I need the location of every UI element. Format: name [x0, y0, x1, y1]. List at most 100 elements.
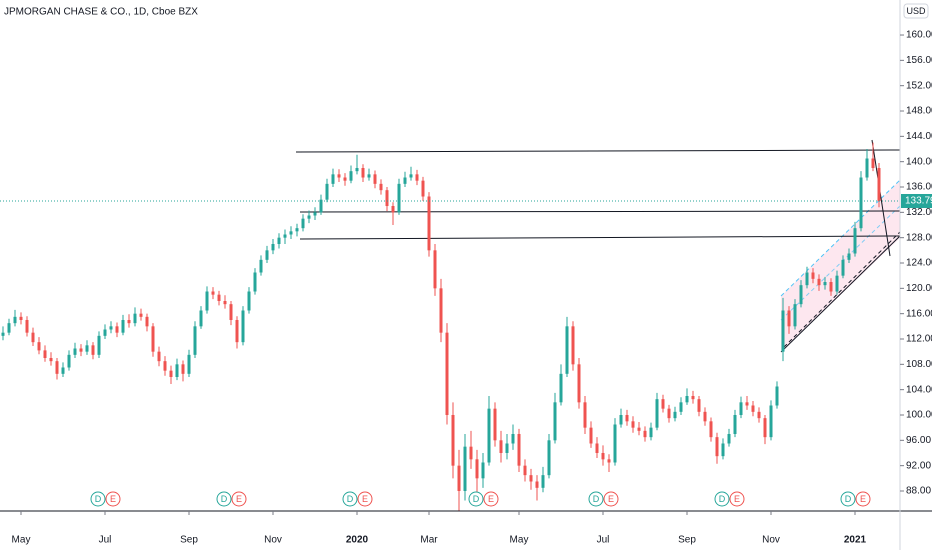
- y-tick-label: 144.00: [906, 131, 932, 142]
- candle-body: [673, 411, 677, 419]
- candle-body: [745, 402, 749, 406]
- candle-body: [817, 278, 821, 286]
- event-label: E: [860, 494, 866, 504]
- candle-body: [661, 399, 665, 409]
- candle-body: [397, 183, 401, 213]
- candle-body: [91, 345, 95, 355]
- candle-body: [379, 183, 383, 191]
- candle-body: [115, 326, 119, 333]
- candle-body: [649, 427, 653, 438]
- candle-body: [43, 350, 47, 358]
- candle-body: [709, 421, 713, 438]
- x-tick-label: May: [12, 535, 31, 546]
- candle-body: [55, 361, 59, 374]
- candle-body: [391, 206, 395, 213]
- candle-body: [253, 272, 257, 292]
- candle-body: [523, 465, 527, 476]
- candle-body: [751, 405, 755, 412]
- candle-body: [757, 411, 761, 419]
- currency-badge[interactable]: [903, 3, 929, 19]
- candle-body: [19, 316, 23, 321]
- candle-body: [793, 304, 797, 327]
- event-label: E: [236, 494, 242, 504]
- candle-body: [145, 316, 149, 327]
- candle-body: [271, 244, 275, 251]
- event-marker: [483, 491, 499, 507]
- candle-body: [721, 443, 725, 457]
- event-label: E: [362, 494, 368, 504]
- candle-body: [295, 228, 299, 232]
- candle-body: [223, 301, 227, 305]
- chart-title: JPMORGAN CHASE & CO., 1D, Cboe BZX: [4, 7, 198, 18]
- y-tick-label: 156.00: [906, 55, 932, 66]
- candle-body: [73, 348, 77, 355]
- event-label: E: [608, 494, 614, 504]
- candle-body: [265, 250, 269, 260]
- x-tick-label: Nov: [264, 535, 282, 546]
- candle-body: [97, 335, 101, 355]
- y-tick-label: 88.00: [906, 486, 931, 497]
- candle-body: [805, 272, 809, 286]
- event-label: E: [734, 494, 740, 504]
- candle-body: [607, 459, 611, 463]
- candle-body: [841, 259, 845, 276]
- candle-body: [499, 440, 503, 453]
- candle-body: [625, 414, 629, 422]
- candle-body: [679, 402, 683, 412]
- candle-body: [187, 354, 191, 374]
- candle-body: [127, 320, 131, 324]
- candle-body: [829, 282, 833, 292]
- event-marker: [216, 491, 232, 507]
- y-tick-label: 96.00: [906, 435, 931, 446]
- candle-body: [763, 418, 767, 438]
- candle-body: [637, 427, 641, 431]
- currency[interactable]: USD: [906, 6, 926, 16]
- candle-body: [595, 443, 599, 453]
- candle-body: [853, 228, 857, 254]
- event-marker: [714, 491, 730, 507]
- event-label: D: [95, 494, 102, 504]
- candle-body: [775, 386, 779, 406]
- candle-body: [337, 174, 341, 178]
- candle-body: [121, 320, 125, 333]
- candle-body: [31, 332, 35, 343]
- candle-body: [619, 414, 623, 425]
- x-tick-label: 2021: [844, 535, 867, 546]
- candle-body: [259, 259, 263, 273]
- y-tick-label: 128.00: [906, 232, 932, 243]
- y-tick-label: 108.00: [906, 359, 932, 370]
- candle-body: [7, 323, 11, 333]
- y-tick-label: 100.00: [906, 410, 932, 421]
- candle-body: [373, 174, 377, 184]
- candle-body: [493, 408, 497, 441]
- event-marker: [231, 491, 247, 507]
- candle-body: [871, 158, 875, 169]
- candle-body: [13, 316, 17, 324]
- candle-body: [139, 313, 143, 317]
- candle-body: [85, 345, 89, 352]
- candle-body: [49, 357, 53, 362]
- candle-body: [877, 168, 881, 202]
- x-tick-label: Jul: [99, 535, 112, 546]
- event-label: E: [488, 494, 494, 504]
- candle-body: [79, 348, 83, 352]
- candle-body: [433, 250, 437, 289]
- trend-line: [871, 139, 891, 257]
- candle-body: [361, 168, 365, 178]
- candle-body: [319, 199, 323, 213]
- candle-body: [739, 402, 743, 415]
- candle-body: [859, 177, 863, 229]
- axes: 88.00 92.00 96.00 100.00 104.00 108.00 112.00 1…: [12, 30, 932, 546]
- candle-body: [193, 326, 197, 355]
- candle-body: [505, 443, 509, 453]
- candle-body: [1, 332, 5, 336]
- y-tick-label: 124.00: [906, 258, 932, 269]
- candle-body: [451, 414, 455, 466]
- channel-fill: [781, 180, 900, 352]
- y-tick-label: 104.00: [906, 384, 932, 395]
- candle-body: [511, 433, 515, 444]
- event-marker: [342, 491, 358, 507]
- candle-body: [283, 234, 287, 238]
- candle-body: [727, 433, 731, 444]
